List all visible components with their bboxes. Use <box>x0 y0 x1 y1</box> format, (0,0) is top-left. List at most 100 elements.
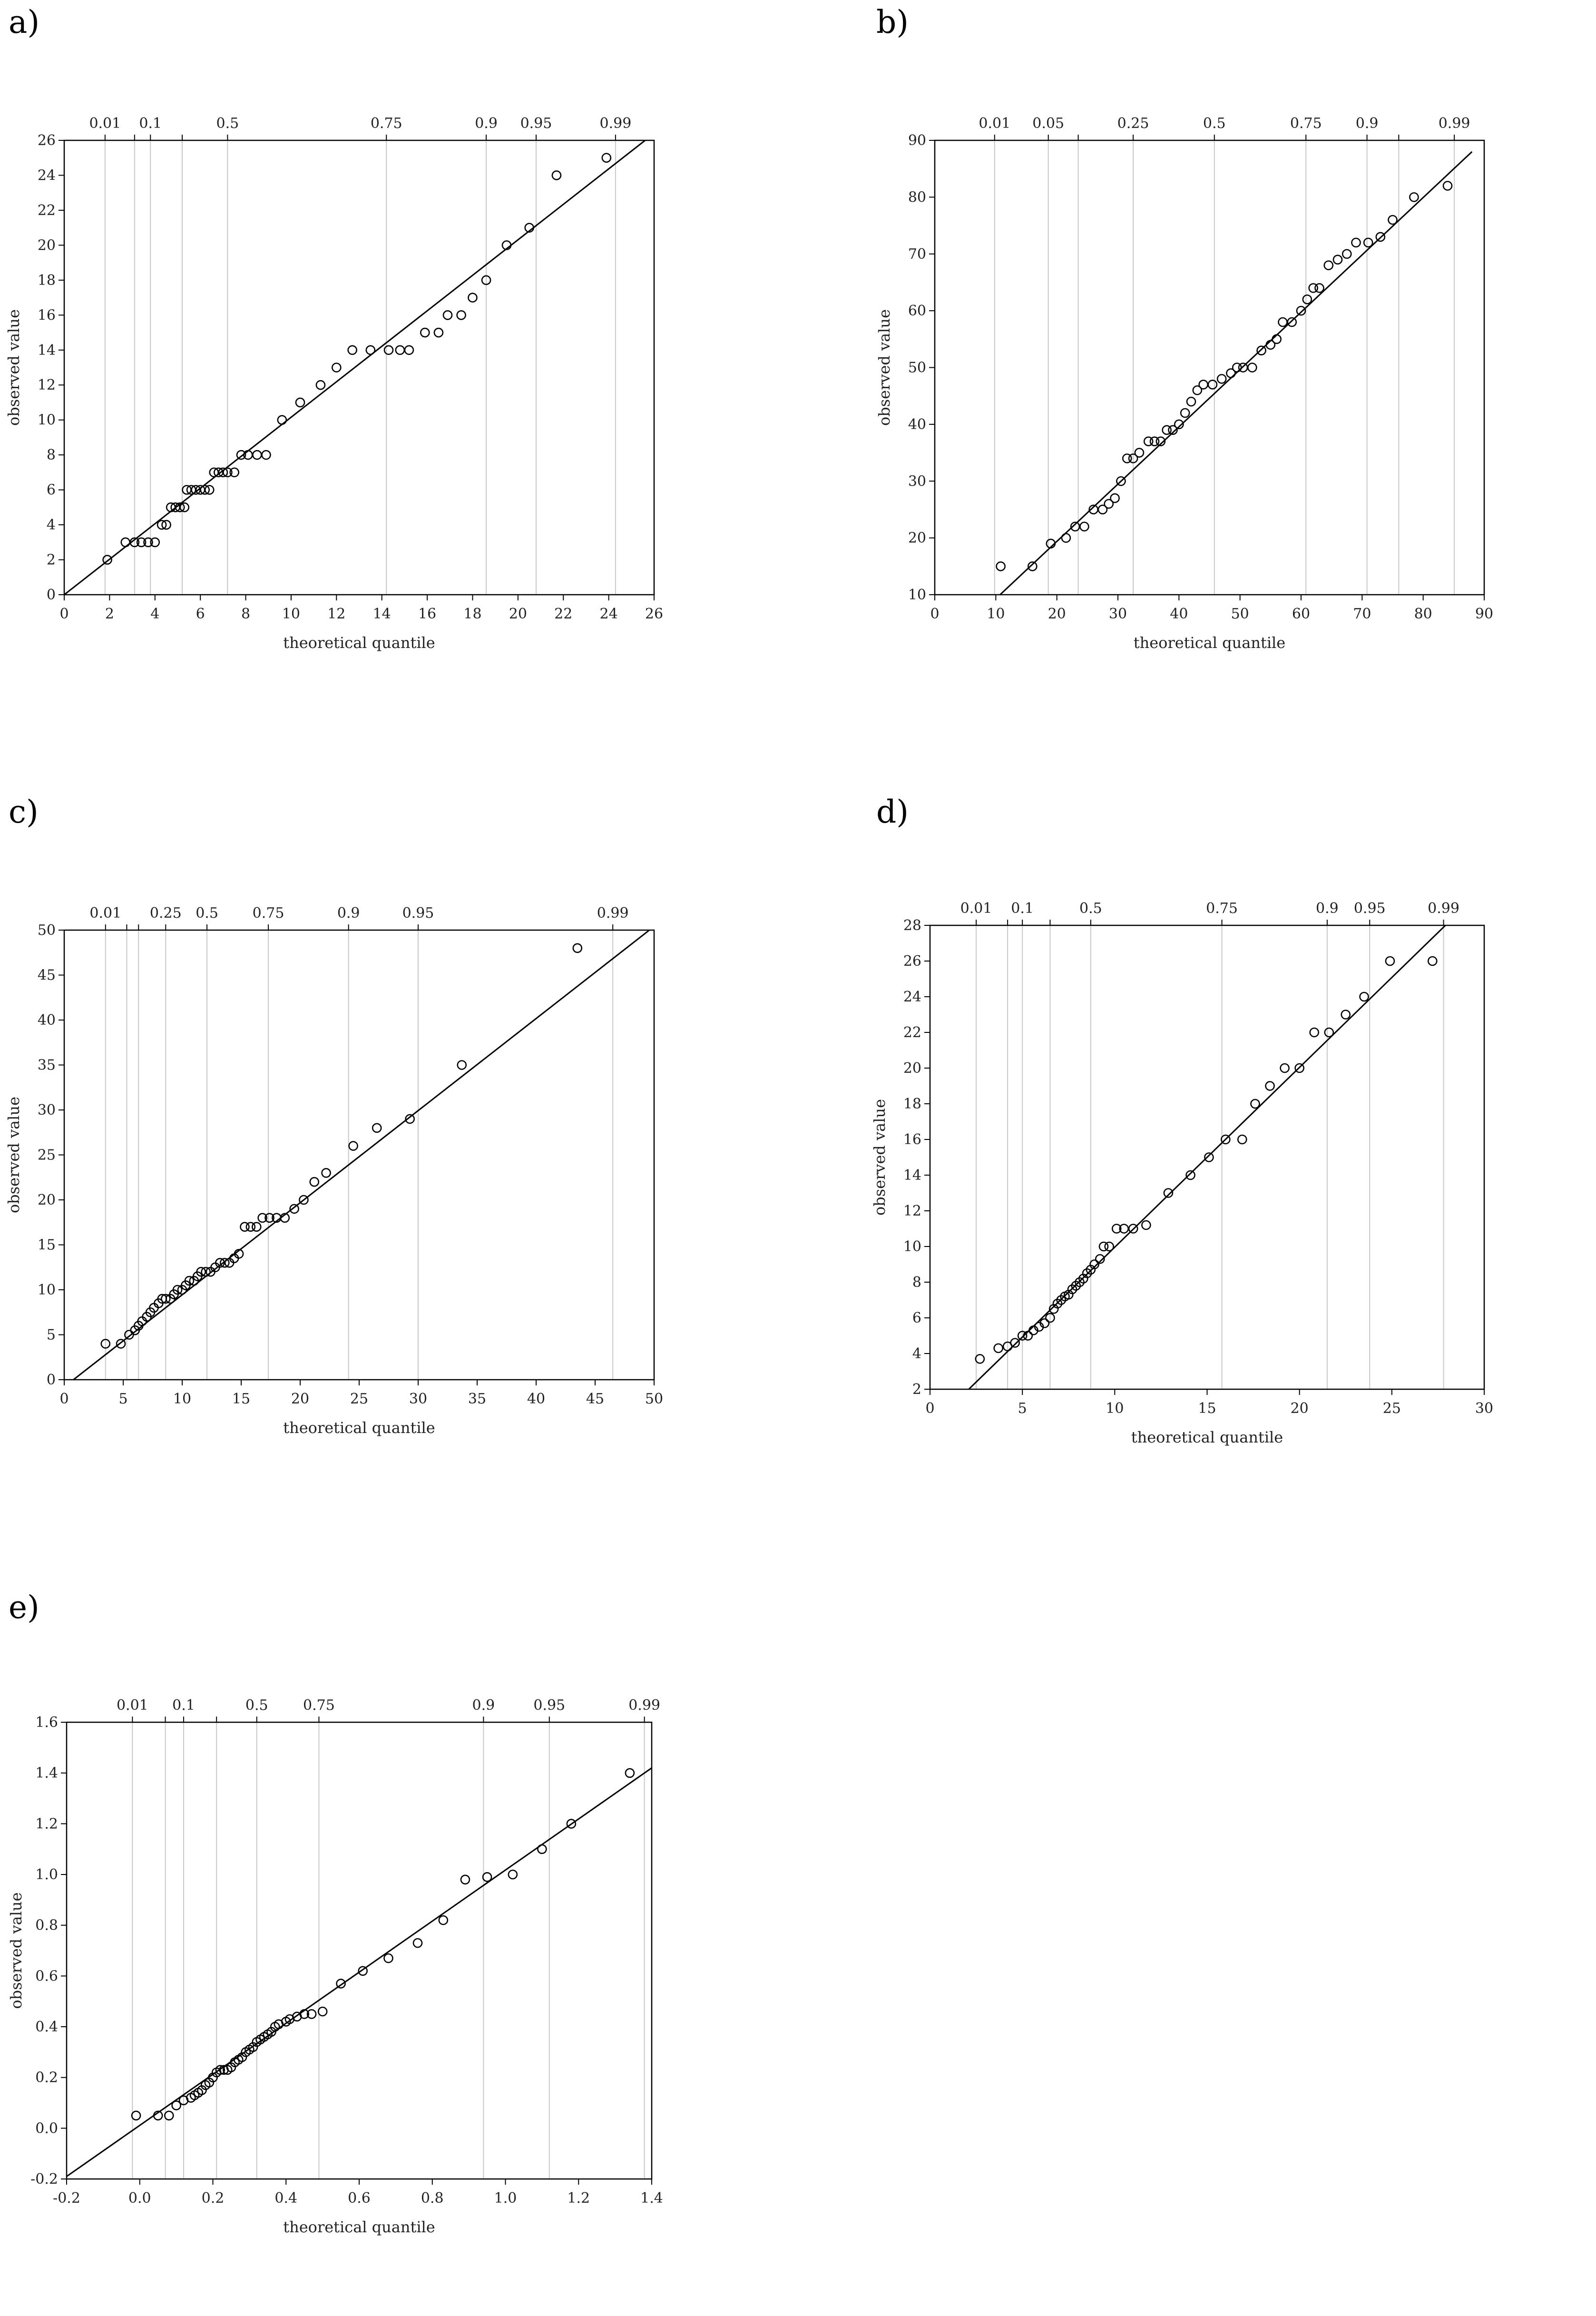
data-point <box>1280 1063 1290 1073</box>
x-tick-label: 1.4 <box>640 2190 663 2207</box>
y-tick-label: 0.6 <box>35 1968 58 1984</box>
data-point <box>1023 1331 1033 1341</box>
data-point <box>438 1915 449 1925</box>
prob-tick-label: 0.01 <box>89 115 121 132</box>
data-point <box>1302 294 1312 304</box>
data-point <box>1427 956 1438 966</box>
prob-tick-label: 0.99 <box>628 1697 660 1714</box>
data-point <box>482 1872 492 1882</box>
x-tick-label: 12 <box>327 606 345 622</box>
data-point <box>1294 1063 1304 1073</box>
data-point <box>1095 1254 1105 1264</box>
prob-tick-label: 0.95 <box>1354 900 1386 917</box>
data-point <box>625 1768 635 1778</box>
y-tick-label: 0.4 <box>35 2019 58 2035</box>
y-tick-label: 8 <box>912 1274 921 1291</box>
data-point <box>1104 499 1114 509</box>
data-point <box>395 345 405 355</box>
y-axis-label: observed value <box>7 1892 25 2009</box>
data-point <box>204 485 215 495</box>
data-point <box>1149 436 1160 446</box>
y-tick-label: 0 <box>47 587 56 603</box>
y-tick-label: -0.2 <box>30 2171 58 2188</box>
data-point <box>1287 317 1297 327</box>
data-point <box>508 1869 518 1880</box>
data-point <box>1409 192 1419 202</box>
panel-letter-d: d) <box>876 794 909 830</box>
y-tick-label: 4 <box>912 1345 921 1362</box>
data-point <box>1332 255 1343 265</box>
data-point <box>236 450 246 460</box>
y-tick-label: 40 <box>38 1012 56 1029</box>
data-point <box>383 1953 393 1963</box>
panel-letter-b: b) <box>876 4 909 40</box>
data-point <box>1296 305 1306 316</box>
data-point <box>1314 283 1324 293</box>
y-tick-label: 15 <box>38 1237 56 1254</box>
x-tick-label: 50 <box>645 1391 663 1407</box>
x-tick-label: 20 <box>509 606 527 622</box>
y-tick-label: 35 <box>38 1057 56 1074</box>
x-tick-label: 80 <box>1414 606 1432 622</box>
data-point <box>332 363 342 373</box>
y-tick-label: 45 <box>38 967 56 984</box>
qq-plot-c: 0.01 0.25 0.5 0.75 0.9 0.95 0.99 0 5 10 15 20 25 30 35… <box>5 905 663 1437</box>
data-point <box>1134 448 1145 458</box>
data-point <box>1039 1318 1050 1328</box>
data-point <box>1272 334 1282 344</box>
data-point <box>1265 340 1276 350</box>
y-tick-label: 24 <box>903 989 921 1005</box>
data-point <box>264 1213 274 1223</box>
qq-plot-a: 0.01 0.1 0.5 0.75 0.9 0.95 0.990 2 4 6 8 10 12 14 16 18… <box>5 115 663 652</box>
data-point <box>572 943 583 953</box>
prob-tick-label: 0.75 <box>253 905 284 922</box>
x-tick-label: 25 <box>1383 1400 1401 1417</box>
data-point <box>420 327 430 338</box>
prob-tick-label: 0.01 <box>979 115 1010 132</box>
data-point <box>251 1222 262 1232</box>
data-point <box>1324 1027 1334 1038</box>
y-tick-label: 50 <box>38 922 56 939</box>
data-point <box>1388 215 1398 225</box>
data-point <box>153 2110 163 2120</box>
data-point <box>179 502 190 512</box>
data-point <box>1204 1152 1214 1162</box>
x-tick-label: 0 <box>925 1400 934 1417</box>
plot-frame <box>63 139 655 596</box>
y-tick-label: 20 <box>38 1192 56 1208</box>
x-tick-label: 30 <box>409 1391 427 1407</box>
data-point <box>457 1060 467 1070</box>
data-point <box>102 555 112 565</box>
data-point <box>1162 425 1172 435</box>
prob-tick-label: 0.75 <box>303 1697 335 1714</box>
data-point <box>1180 408 1190 418</box>
data-point <box>481 275 491 285</box>
data-point <box>143 537 153 548</box>
data-point <box>219 1257 230 1268</box>
data-point <box>1089 1259 1099 1269</box>
y-tick-label: 20 <box>38 237 56 254</box>
y-tick-label: 0.0 <box>35 2120 58 2137</box>
data-point <box>412 1938 423 1948</box>
plot-frame <box>934 139 1485 596</box>
x-tick-label: 10 <box>987 606 1005 622</box>
x-tick-label: 70 <box>1353 606 1371 622</box>
prob-tick-label: 0.1 <box>1011 900 1034 917</box>
data-point <box>1198 380 1208 390</box>
data-point <box>201 1266 211 1277</box>
prob-tick-label: 0.9 <box>472 1697 495 1714</box>
reference-line <box>72 930 650 1380</box>
x-tick-label: 18 <box>463 606 481 622</box>
data-point <box>1265 1081 1275 1091</box>
x-tick-label: 10 <box>282 606 300 622</box>
prob-tick-label: 0.9 <box>475 115 498 132</box>
prob-tick-label: 0.75 <box>1206 900 1238 917</box>
data-point <box>1308 283 1318 293</box>
data-point <box>1155 436 1166 446</box>
data-point <box>1143 436 1154 446</box>
data-point <box>160 1294 171 1304</box>
prob-tick-label: 0.9 <box>1356 115 1379 132</box>
data-point <box>1097 504 1108 515</box>
data-point <box>120 537 131 548</box>
y-tick-label: 1.0 <box>35 1866 58 1883</box>
